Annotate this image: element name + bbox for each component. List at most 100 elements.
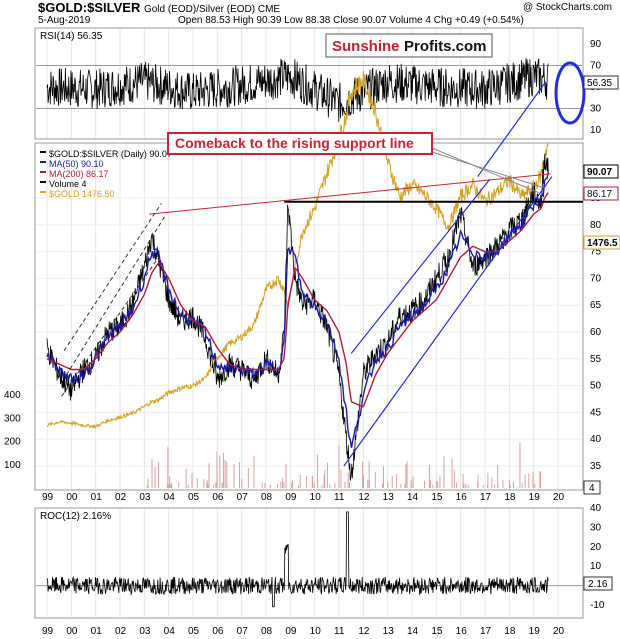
chart-description: Gold (EOD)/Silver (EOD) CME — [143, 4, 281, 15]
main-left-axis: 400 300 200 100 — [4, 390, 21, 471]
chart-date: 5-Aug-2019 — [38, 15, 91, 26]
roc-tick-label: 20 — [590, 542, 602, 553]
legend-entry: $GOLD 1476.50 — [49, 189, 115, 199]
x-tick-label: 09 — [285, 626, 297, 637]
annotation-pointer — [431, 151, 543, 188]
x-tick-label: 20 — [553, 626, 565, 637]
x-tick-label: 10 — [310, 492, 322, 503]
roc-label: ROC(12) 2.16% — [40, 511, 111, 522]
roc-badge-text: 2.16 — [588, 579, 608, 590]
rsi-line — [46, 58, 549, 122]
x-tick-label: 01 — [91, 626, 103, 637]
x-tick-label: 07 — [237, 492, 249, 503]
price-badge-text: 90.07 — [587, 167, 612, 178]
rsi-tick-label: 70 — [590, 61, 602, 72]
x-tick-label: 13 — [383, 492, 395, 503]
x-tick-label: 99 — [42, 626, 54, 637]
main-tick-label: 35 — [590, 461, 602, 472]
legend-swatch — [40, 161, 46, 163]
rsi-tick-label: 90 — [590, 39, 602, 50]
legend-swatch — [40, 181, 46, 183]
rsi-layer — [36, 58, 582, 122]
main-tick-label: 80 — [590, 220, 602, 231]
rsi-label: RSI(14) 56.35 — [40, 31, 103, 42]
chart-symbol: $GOLD:$SILVER Gold (EOD)/Silver (EOD) CM… — [38, 0, 281, 15]
x-tick-label: 05 — [188, 626, 200, 637]
price-line — [46, 153, 549, 481]
x-tick-label: 05 — [188, 492, 200, 503]
x-tick-label: 02 — [115, 492, 127, 503]
price-value-badge: 90.07 — [583, 164, 619, 179]
x-tick-label: 11 — [334, 492, 345, 503]
channel-dashed-lower — [61, 256, 160, 397]
main-tick-label: 60 — [590, 327, 602, 338]
x-tick-label: 07 — [237, 626, 249, 637]
highlight-ellipse — [554, 61, 586, 125]
x-tick-label: 03 — [139, 626, 151, 637]
main-tick-label: 45 — [590, 407, 602, 418]
roc-layer — [36, 511, 582, 608]
gold-tick-label: 200 — [4, 437, 21, 448]
roc-value-badge: 2.16 — [583, 576, 613, 591]
x-tick-label: 08 — [261, 492, 273, 503]
gold-tick-label: 400 — [4, 390, 21, 401]
legend-swatch — [40, 151, 46, 153]
legend-entry: MA(50) 90.10 — [49, 159, 104, 169]
rsi-badge-text: 56.35 — [587, 78, 612, 89]
roc-tick-label: 40 — [590, 503, 602, 514]
gold-tick-label: 300 — [4, 413, 21, 424]
annotation-box — [167, 132, 433, 155]
x-tick-label: 15 — [431, 492, 443, 503]
volume-value-badge: 4 — [583, 480, 601, 495]
x-tick-label: 10 — [310, 626, 322, 637]
x-tick-label: 01 — [91, 492, 103, 503]
main-tick-label: 50 — [590, 381, 602, 392]
volume-badge-text: 4 — [589, 483, 595, 494]
channel-dashed-mid — [66, 213, 167, 376]
legend-entry: Volume 4 — [49, 179, 87, 189]
gold-badge-text: 1476.5 — [587, 238, 618, 249]
x-tick-label: 06 — [212, 492, 224, 503]
main-right-axis: 8580757065605550454035 — [590, 193, 602, 472]
blue-channel-upper — [350, 178, 491, 354]
ma200-value-badge: 86.17 — [583, 186, 619, 201]
logo-text-sunshine: Sunshine — [332, 38, 400, 55]
legend-swatch — [40, 171, 46, 173]
ma200-badge-text: 86.17 — [587, 189, 612, 200]
rsi-tick-label: 10 — [590, 125, 602, 136]
x-tick-label: 04 — [164, 626, 176, 637]
x-tick-label: 17 — [480, 492, 492, 503]
main-tick-label: 40 — [590, 434, 602, 445]
x-axis-roc: 99 00 01 02 03 04 05 06 07 08 09 10 11 12 13 14 15 16 17 18… — [42, 626, 565, 637]
main-tick-label: 75 — [590, 247, 602, 258]
gold-series — [47, 70, 549, 430]
gold-badge-box — [583, 235, 620, 250]
x-tick-label: 03 — [139, 492, 151, 503]
x-tick-label: 19 — [529, 492, 541, 503]
watermark: @ StockCharts.com — [522, 2, 612, 13]
sunshine-profits-logo: Sunshine Profits.com — [325, 33, 493, 58]
main-panel — [34, 142, 584, 491]
legend-entry: MA(200) 86.17 — [49, 169, 109, 179]
x-tick-label: 00 — [66, 492, 78, 503]
logo-text-profits: Profits.com — [404, 38, 487, 55]
x-tick-label: 09 — [285, 492, 297, 503]
ma50-line — [46, 171, 549, 448]
x-tick-label: 18 — [504, 492, 516, 503]
x-tick-label: 16 — [456, 626, 468, 637]
roc-line — [46, 511, 549, 608]
x-tick-label: 14 — [407, 492, 419, 503]
x-tick-label: 15 — [431, 626, 443, 637]
legend-entry: $GOLD:$SILVER (Daily) 90.07 — [49, 149, 172, 159]
price-badge-box — [583, 164, 619, 179]
ma200-badge-box — [583, 186, 619, 201]
x-tick-label: 14 — [407, 626, 419, 637]
main-tick-label: 55 — [590, 354, 602, 365]
x-tick-label: 12 — [358, 492, 370, 503]
annotation-pointer — [431, 147, 539, 194]
ma200-line — [46, 192, 549, 408]
rsi-badge-box — [583, 75, 619, 90]
roc-axis: 403020100-10 — [590, 503, 605, 611]
